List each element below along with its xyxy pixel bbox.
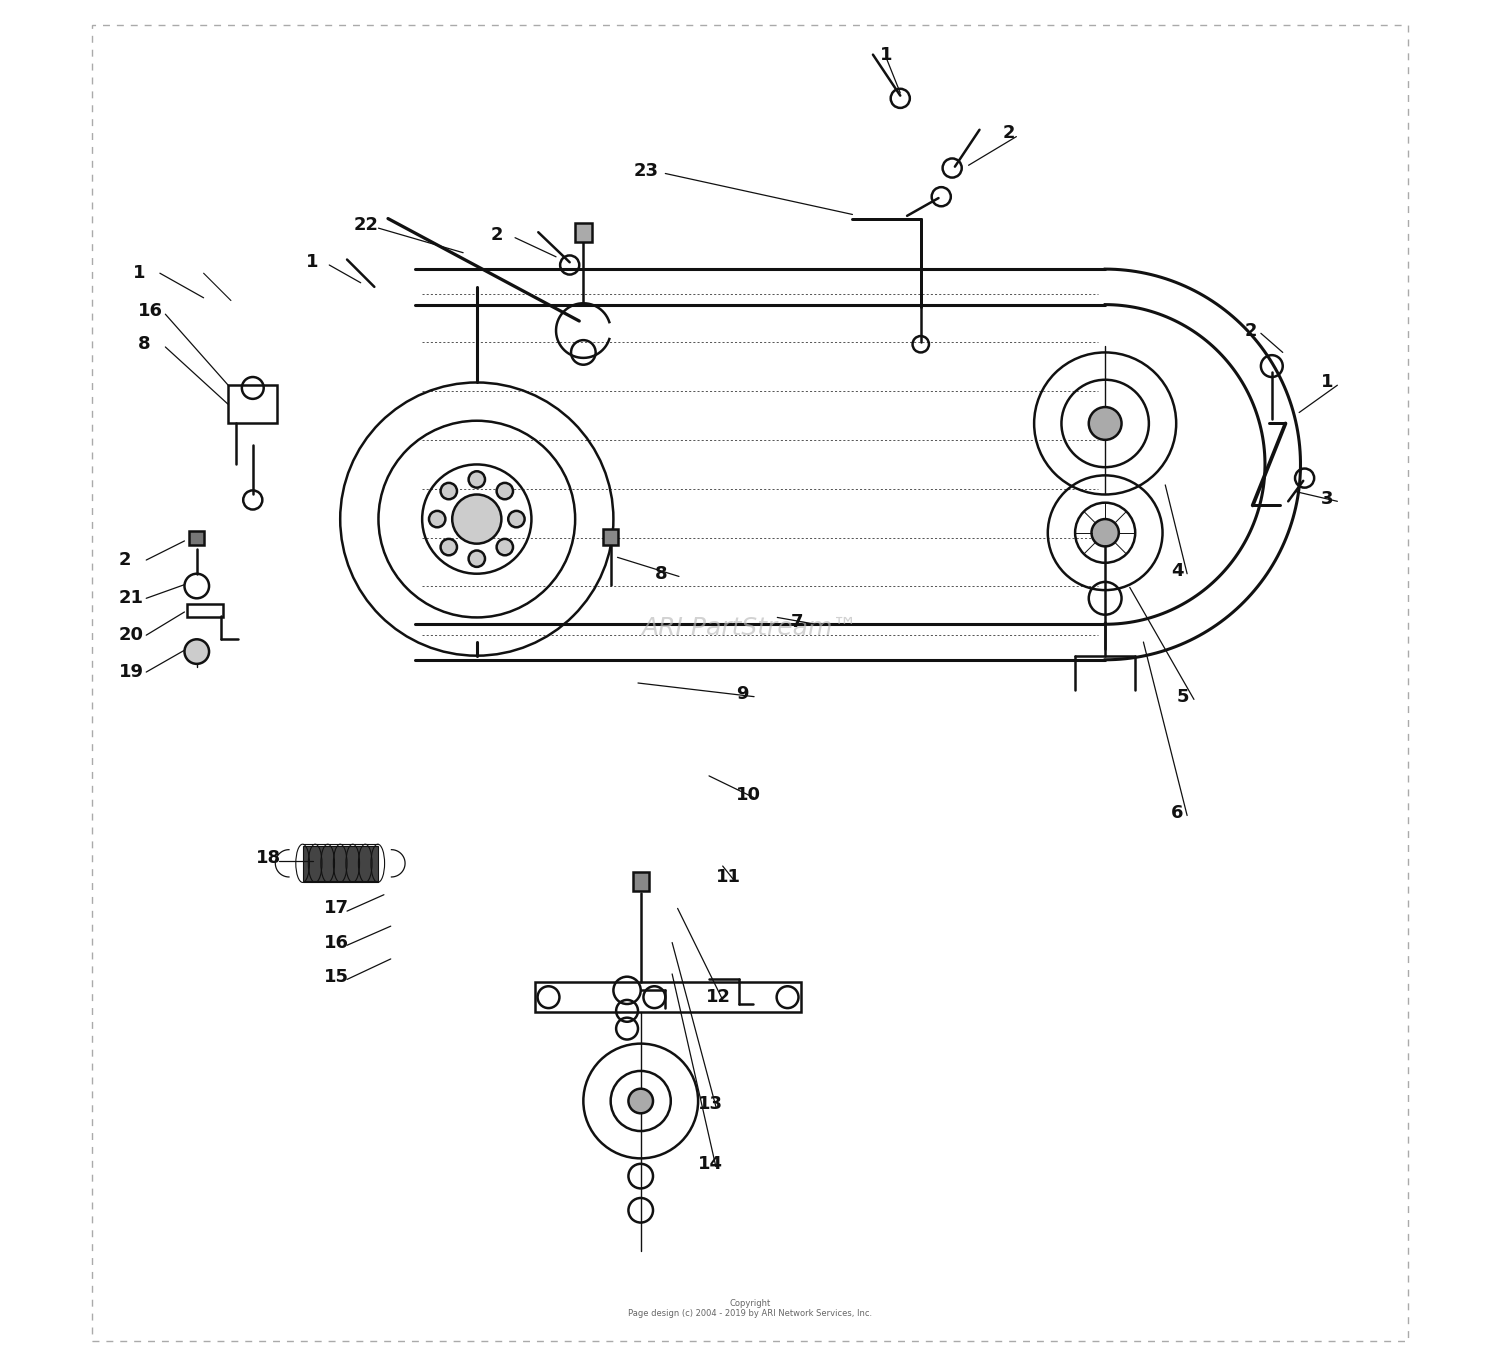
Circle shape <box>441 482 458 499</box>
Bar <box>303 846 378 881</box>
Circle shape <box>468 471 484 488</box>
Text: 8: 8 <box>654 564 668 583</box>
Text: 17: 17 <box>324 899 350 918</box>
Text: 2: 2 <box>1002 123 1016 142</box>
Circle shape <box>509 511 525 527</box>
Circle shape <box>496 540 513 556</box>
Text: 23: 23 <box>634 161 658 180</box>
Text: 15: 15 <box>324 967 350 986</box>
Text: 19: 19 <box>118 663 144 682</box>
Text: ARI PartStream™: ARI PartStream™ <box>642 616 858 641</box>
Text: 9: 9 <box>736 684 748 703</box>
Text: 7: 7 <box>790 612 804 631</box>
Text: 6: 6 <box>1170 803 1184 822</box>
Bar <box>574 223 591 242</box>
Text: 18: 18 <box>255 848 280 867</box>
Text: 20: 20 <box>118 626 144 645</box>
Text: 21: 21 <box>118 589 144 608</box>
Circle shape <box>496 482 513 499</box>
Circle shape <box>1089 407 1122 440</box>
Text: 14: 14 <box>698 1154 723 1173</box>
Bar <box>228 385 278 423</box>
Text: 1: 1 <box>306 253 318 272</box>
Circle shape <box>441 540 458 556</box>
Text: 2: 2 <box>1245 321 1257 340</box>
Bar <box>633 872 650 891</box>
Circle shape <box>452 494 501 544</box>
Text: 5: 5 <box>1176 687 1188 706</box>
Bar <box>188 604 222 616</box>
Circle shape <box>429 511 445 527</box>
Bar <box>536 982 801 1012</box>
Text: 3: 3 <box>1322 489 1334 508</box>
Text: 2: 2 <box>490 225 502 245</box>
Text: 1: 1 <box>1322 373 1334 392</box>
Text: 16: 16 <box>138 302 164 321</box>
Circle shape <box>628 1089 652 1113</box>
Text: 1: 1 <box>132 264 146 283</box>
Text: 10: 10 <box>736 785 762 805</box>
Text: 16: 16 <box>324 933 350 952</box>
Text: 4: 4 <box>1170 561 1184 581</box>
Circle shape <box>1092 519 1119 546</box>
Bar <box>603 529 618 545</box>
Text: 12: 12 <box>706 988 732 1007</box>
Text: 2: 2 <box>118 550 132 570</box>
Text: 11: 11 <box>716 867 741 887</box>
Circle shape <box>468 550 484 567</box>
Text: Copyright
Page design (c) 2004 - 2019 by ARI Network Services, Inc.: Copyright Page design (c) 2004 - 2019 by… <box>628 1299 872 1318</box>
Text: 1: 1 <box>880 45 892 64</box>
Text: 13: 13 <box>698 1094 723 1113</box>
Text: 8: 8 <box>138 335 150 354</box>
Text: 22: 22 <box>354 216 380 235</box>
Circle shape <box>184 639 209 664</box>
Bar <box>189 531 204 545</box>
